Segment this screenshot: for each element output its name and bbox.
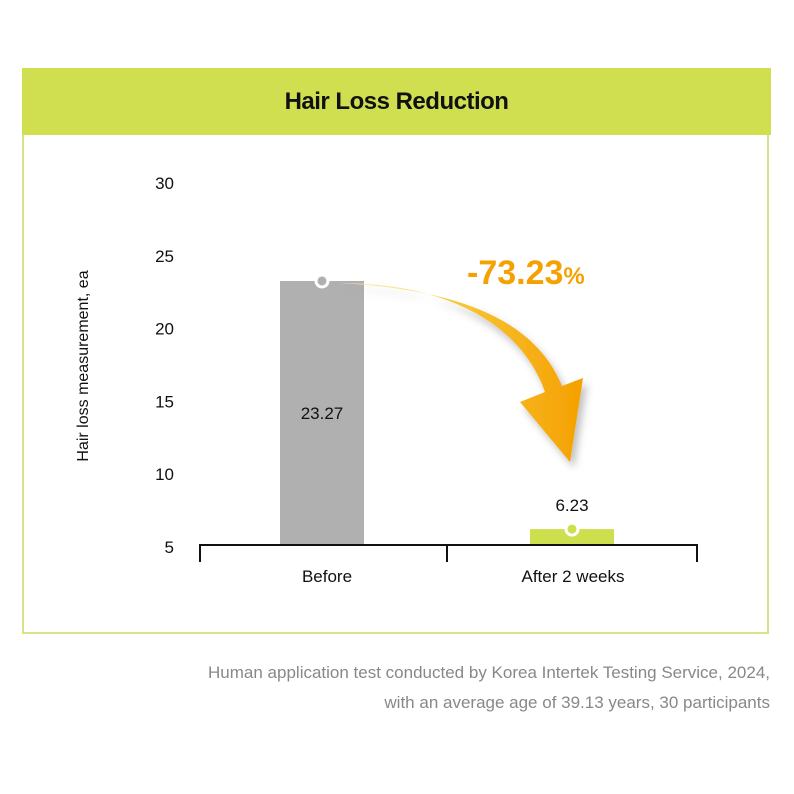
bar-marker: [564, 521, 580, 537]
footnote: Human application test conducted by Kore…: [208, 658, 770, 718]
bar-value-label: 23.27: [301, 404, 344, 423]
y-tick-label: 20: [155, 320, 174, 339]
y-tick-label: 25: [155, 247, 174, 266]
footnote-line-1: Human application test conducted by Kore…: [208, 663, 770, 682]
decrease-arrow: [340, 283, 583, 462]
bar-before: [280, 280, 364, 545]
footnote-line-2: with an average age of 39.13 years, 30 p…: [384, 693, 770, 712]
y-tick-label: 15: [155, 392, 174, 411]
x-tick-label: Before: [302, 567, 352, 586]
reduction-annotation: -73.23%: [467, 254, 585, 292]
y-tick-label: 30: [155, 174, 174, 193]
x-tick-label: After 2 weeks: [522, 567, 625, 586]
bar-value-label: 6.23: [555, 496, 588, 515]
y-tick-label: 10: [155, 465, 174, 484]
chart-title: Hair Loss Reduction: [22, 68, 771, 135]
y-tick-label: 5: [165, 538, 174, 557]
bar-marker: [314, 273, 330, 289]
bar-after: [530, 529, 614, 545]
y-axis-label: Hair loss measurement, ea: [75, 270, 92, 461]
